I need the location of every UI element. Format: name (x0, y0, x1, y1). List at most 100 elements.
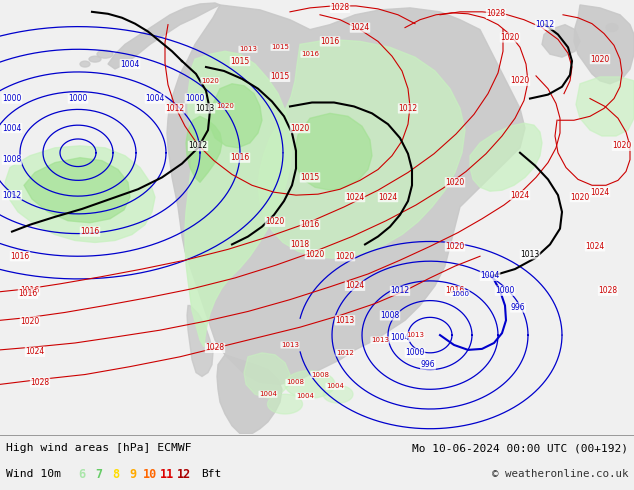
Ellipse shape (97, 50, 113, 58)
Text: 1016: 1016 (445, 286, 465, 295)
Text: 1004: 1004 (120, 60, 139, 69)
Text: 1016: 1016 (301, 220, 320, 229)
Text: 1008: 1008 (3, 155, 22, 164)
Text: 1004: 1004 (481, 271, 500, 280)
Polygon shape (210, 84, 262, 148)
Text: 1013: 1013 (371, 337, 389, 343)
Text: 1024: 1024 (378, 193, 398, 201)
Text: 1018: 1018 (290, 240, 309, 249)
Text: 1015: 1015 (301, 173, 320, 182)
Text: 1000: 1000 (3, 94, 22, 103)
Text: 1016: 1016 (320, 37, 340, 46)
Ellipse shape (80, 61, 90, 67)
Text: 1004: 1004 (391, 333, 410, 342)
Text: 8: 8 (112, 468, 120, 481)
Text: 1028: 1028 (205, 343, 224, 352)
Text: 1024: 1024 (585, 242, 605, 251)
Text: 1024: 1024 (346, 281, 365, 290)
Text: 1028: 1028 (30, 378, 49, 387)
Text: 1020: 1020 (612, 141, 631, 150)
Text: 1020: 1020 (445, 242, 465, 251)
Text: 1020: 1020 (445, 178, 465, 187)
Polygon shape (217, 355, 282, 434)
Text: 1024: 1024 (346, 193, 365, 201)
Text: 1013: 1013 (521, 250, 540, 259)
Text: 1012: 1012 (398, 104, 418, 113)
Text: 1024: 1024 (510, 191, 529, 199)
Text: 10: 10 (143, 468, 157, 481)
Text: 1020: 1020 (266, 217, 285, 226)
Ellipse shape (606, 24, 618, 31)
Text: 1020: 1020 (335, 252, 354, 261)
Text: 1013: 1013 (406, 332, 424, 338)
Text: 1013: 1013 (195, 104, 215, 113)
Text: 1024: 1024 (25, 347, 44, 356)
Text: 7: 7 (96, 468, 103, 481)
Text: 1016: 1016 (301, 51, 319, 57)
Text: 1024: 1024 (590, 188, 610, 196)
Text: 1024: 1024 (351, 23, 370, 32)
Polygon shape (576, 77, 634, 136)
Text: 1028: 1028 (486, 9, 505, 18)
Text: 1020: 1020 (290, 123, 309, 133)
Text: 1004: 1004 (326, 383, 344, 390)
Text: 1016: 1016 (20, 286, 39, 295)
Text: 6: 6 (79, 468, 86, 481)
Text: 1020: 1020 (590, 54, 610, 64)
Text: 1012: 1012 (3, 191, 22, 199)
Text: 1012: 1012 (336, 350, 354, 356)
Text: 1016: 1016 (81, 227, 100, 236)
Text: 996: 996 (421, 360, 436, 369)
Text: 9: 9 (129, 468, 136, 481)
Text: Wind 10m: Wind 10m (6, 469, 61, 479)
Text: 1004: 1004 (145, 94, 165, 103)
Text: 1012: 1012 (165, 104, 184, 113)
Text: 1008: 1008 (311, 371, 329, 377)
Text: 1008: 1008 (286, 379, 304, 386)
Text: 1020: 1020 (500, 33, 520, 42)
Polygon shape (5, 146, 155, 243)
Text: 1016: 1016 (18, 289, 37, 298)
Text: 1012: 1012 (188, 141, 207, 150)
Text: 1012: 1012 (536, 20, 555, 29)
Text: 1016: 1016 (230, 153, 250, 162)
Text: 1020: 1020 (20, 317, 39, 326)
Text: 1013: 1013 (281, 342, 299, 348)
Text: 1015: 1015 (270, 73, 290, 81)
Text: 1000: 1000 (185, 94, 205, 103)
Text: 1004: 1004 (296, 393, 314, 399)
Polygon shape (542, 24, 580, 57)
Ellipse shape (268, 394, 302, 414)
Polygon shape (108, 3, 220, 69)
Polygon shape (258, 39, 465, 258)
Polygon shape (244, 353, 290, 398)
Polygon shape (185, 51, 292, 347)
Text: 12: 12 (177, 468, 191, 481)
Ellipse shape (89, 56, 101, 62)
Text: © weatheronline.co.uk: © weatheronline.co.uk (491, 469, 628, 479)
Polygon shape (470, 123, 542, 191)
Text: 1013: 1013 (335, 316, 354, 325)
Text: Bft: Bft (201, 469, 221, 479)
Polygon shape (187, 306, 213, 376)
Polygon shape (167, 5, 525, 384)
Text: Mo 10-06-2024 00:00 UTC (00+192): Mo 10-06-2024 00:00 UTC (00+192) (412, 443, 628, 453)
Polygon shape (574, 5, 634, 84)
Text: 1020: 1020 (510, 76, 529, 85)
Text: 1013: 1013 (239, 46, 257, 52)
Ellipse shape (285, 370, 335, 398)
Text: 1000: 1000 (495, 286, 515, 295)
Text: 1028: 1028 (598, 286, 618, 295)
Text: High wind areas [hPa] ECMWF: High wind areas [hPa] ECMWF (6, 443, 191, 453)
Text: 1020: 1020 (306, 250, 325, 259)
Text: 1020: 1020 (216, 103, 234, 109)
Ellipse shape (323, 385, 353, 403)
Text: 1004: 1004 (259, 391, 277, 397)
Text: 1015: 1015 (271, 44, 289, 50)
Text: 1020: 1020 (201, 78, 219, 84)
Text: 996: 996 (511, 303, 526, 312)
Text: 1016: 1016 (10, 252, 30, 261)
Text: 1000: 1000 (405, 348, 425, 357)
Text: 1000: 1000 (68, 94, 87, 103)
Polygon shape (24, 158, 130, 223)
